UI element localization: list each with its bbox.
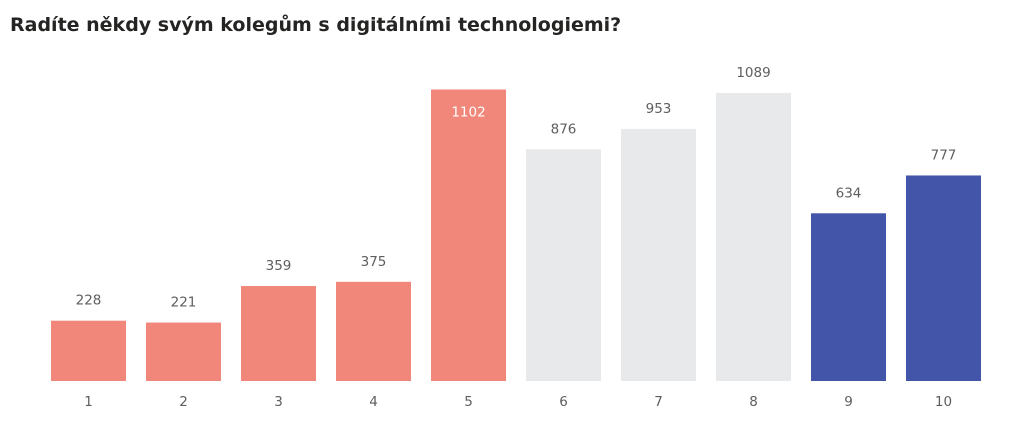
x-tick-label: 6: [559, 394, 568, 410]
chart-title: Radíte někdy svým kolegům s digitálními …: [10, 14, 622, 36]
data-label: 1102: [451, 105, 485, 121]
data-label: 876: [551, 121, 577, 137]
x-tick-label: 2: [179, 394, 188, 410]
x-tick-label: 3: [274, 394, 283, 410]
bar-1: [51, 320, 126, 381]
x-tick-label: 10: [935, 394, 952, 410]
x-tick-label: 9: [844, 394, 853, 410]
bar-5: [431, 89, 506, 381]
bar-8: [716, 92, 791, 381]
bar-6: [526, 149, 601, 381]
bar-4: [336, 281, 411, 381]
data-label: 953: [646, 101, 672, 117]
x-tick-label: 4: [369, 394, 378, 410]
x-tick-label: 8: [749, 394, 758, 410]
bar-9: [811, 213, 886, 381]
data-label: 1089: [736, 65, 770, 81]
x-tick-label: 5: [464, 394, 473, 410]
x-tick-label: 7: [654, 394, 663, 410]
data-label: 221: [171, 295, 197, 311]
data-label: 359: [266, 258, 292, 274]
data-label: 634: [836, 185, 862, 201]
x-tick-label: 1: [84, 394, 93, 410]
data-label: 228: [76, 293, 102, 309]
bar-10: [906, 175, 981, 381]
bar-3: [241, 286, 316, 381]
bar-2: [146, 322, 221, 381]
bar-7: [621, 128, 696, 381]
data-label: 375: [361, 254, 387, 270]
data-label: 777: [931, 147, 957, 163]
